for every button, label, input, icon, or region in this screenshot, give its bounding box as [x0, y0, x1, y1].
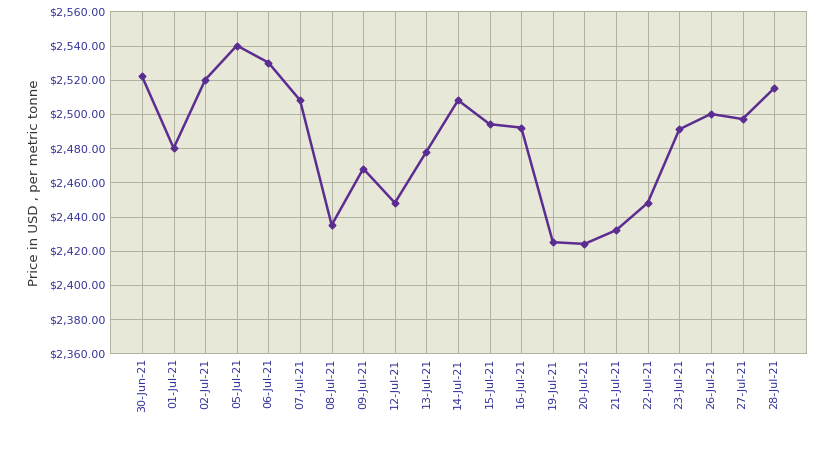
- Y-axis label: Price in USD , per metric tonne: Price in USD , per metric tonne: [28, 79, 41, 285]
